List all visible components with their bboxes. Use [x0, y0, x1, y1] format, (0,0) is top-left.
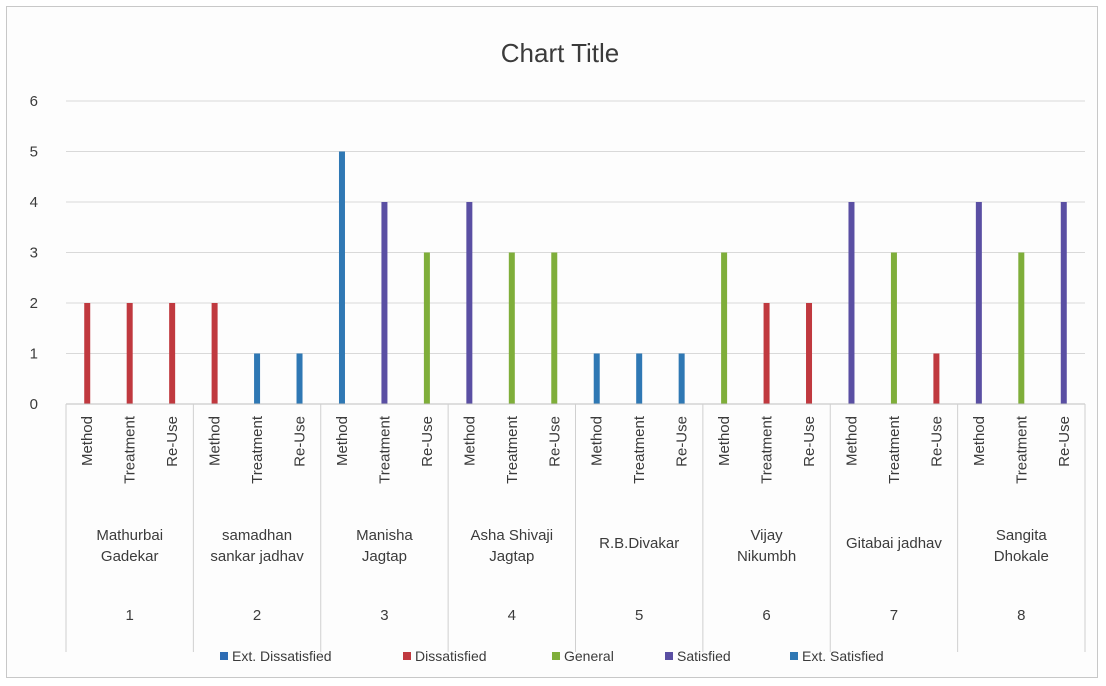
- person-name: Dhokale: [994, 548, 1049, 565]
- metric-label: Treatment: [631, 415, 648, 484]
- person-name: Nikumbh: [737, 548, 796, 565]
- person-name: sankar jadhav: [210, 548, 304, 565]
- metric-label: Re-Use: [674, 416, 691, 467]
- y-axis-ticks: 0 1 2 3 4 5 6: [30, 93, 38, 413]
- metric-label: Method: [716, 416, 733, 466]
- bar-8-treatment: [1018, 252, 1025, 404]
- person-name: Gadekar: [101, 548, 159, 565]
- metric-label: Treatment: [1013, 415, 1030, 484]
- legend-swatch: [220, 652, 228, 660]
- y-tick-label: 1: [30, 346, 38, 363]
- group-number: 7: [890, 607, 898, 624]
- metric-label: Treatment: [376, 415, 393, 484]
- group-number: 1: [126, 607, 134, 624]
- metric-label: Method: [843, 416, 860, 466]
- metric-label: Method: [207, 416, 224, 466]
- bar-2-re-use: [296, 353, 303, 404]
- y-tick-label: 3: [30, 245, 38, 262]
- bar-7-re-use: [933, 353, 940, 404]
- metric-label: Re-Use: [164, 416, 181, 467]
- grid-lines: [66, 100, 1085, 354]
- metric-label: Re-Use: [928, 416, 945, 467]
- y-tick-label: 2: [30, 295, 38, 312]
- metric-label: Re-Use: [801, 416, 818, 467]
- bar-5-re-use: [678, 353, 685, 404]
- metric-label: Treatment: [504, 415, 521, 484]
- legend-swatch: [790, 652, 798, 660]
- group-number: 8: [1017, 607, 1025, 624]
- metric-label: Treatment: [122, 415, 139, 484]
- metric-label: Re-Use: [1056, 416, 1073, 467]
- legend: Ext. Dissatisfied Dissatisfied General Sati…: [220, 648, 884, 664]
- person-name: Sangita: [996, 527, 1048, 544]
- bar-3-treatment: [381, 202, 388, 404]
- metric-label: Re-Use: [292, 416, 309, 467]
- group-number: 3: [380, 607, 388, 624]
- legend-swatch: [552, 652, 560, 660]
- person-name: Asha Shivaji: [471, 527, 554, 544]
- bar-7-method: [848, 202, 855, 404]
- bar-5-method: [593, 353, 600, 404]
- bar-6-treatment: [763, 303, 770, 404]
- legend-item: General: [564, 648, 614, 664]
- bar-3-method: [338, 151, 345, 404]
- person-name: Vijay: [750, 527, 783, 544]
- bar-8-re-use: [1060, 202, 1067, 404]
- bar-2-treatment: [254, 353, 261, 404]
- person-name: Mathurbai: [96, 527, 163, 544]
- metric-label: Treatment: [759, 415, 776, 484]
- legend-item: Ext. Satisfied: [802, 648, 884, 664]
- metric-label: Treatment: [886, 415, 903, 484]
- metric-label: Re-Use: [546, 416, 563, 467]
- metric-label: Method: [79, 416, 96, 466]
- bar-5-treatment: [636, 353, 643, 404]
- bar-2-method: [211, 303, 218, 404]
- metric-label: Re-Use: [419, 416, 436, 467]
- bar-1-re-use: [169, 303, 176, 404]
- group-number: 6: [762, 607, 770, 624]
- chart-title: Chart Title: [501, 38, 620, 68]
- bar-1-method: [84, 303, 91, 404]
- bar-4-treatment: [508, 252, 515, 404]
- legend-item: Ext. Dissatisfied: [232, 648, 332, 664]
- bar-3-re-use: [423, 252, 430, 404]
- y-tick-label: 4: [30, 194, 38, 211]
- person-name: R.B.Divakar: [599, 535, 679, 552]
- person-name: samadhan: [222, 527, 292, 544]
- legend-swatch: [665, 652, 673, 660]
- metric-label: Method: [461, 416, 478, 466]
- group-number: 5: [635, 607, 643, 624]
- bar-8-method: [975, 202, 982, 404]
- y-tick-label: 6: [30, 93, 38, 110]
- legend-item: Satisfied: [677, 648, 731, 664]
- person-name: Gitabai jadhav: [846, 535, 942, 552]
- bar-7-treatment: [890, 252, 897, 404]
- group-number: 2: [253, 607, 261, 624]
- group-number: 4: [508, 607, 516, 624]
- legend-swatch: [403, 652, 411, 660]
- metric-label: Method: [589, 416, 606, 466]
- category-axis: Method Treatment Re-Use Mathurbai Gadekar 1 Me…: [65, 403, 1086, 652]
- legend-item: Dissatisfied: [415, 648, 487, 664]
- bar-1-treatment: [126, 303, 133, 404]
- y-tick-label: 5: [30, 144, 38, 161]
- metric-label: Method: [971, 416, 988, 466]
- y-tick-label: 0: [30, 396, 38, 413]
- bar-6-re-use: [806, 303, 813, 404]
- metric-label: Treatment: [249, 415, 266, 484]
- bar-6-method: [721, 252, 728, 404]
- bars: [84, 151, 1067, 404]
- metric-label: Method: [334, 416, 351, 466]
- person-name: Manisha: [356, 527, 413, 544]
- bar-4-method: [466, 202, 473, 404]
- person-name: Jagtap: [489, 548, 534, 565]
- person-name: Jagtap: [362, 548, 407, 565]
- bar-4-re-use: [551, 252, 558, 404]
